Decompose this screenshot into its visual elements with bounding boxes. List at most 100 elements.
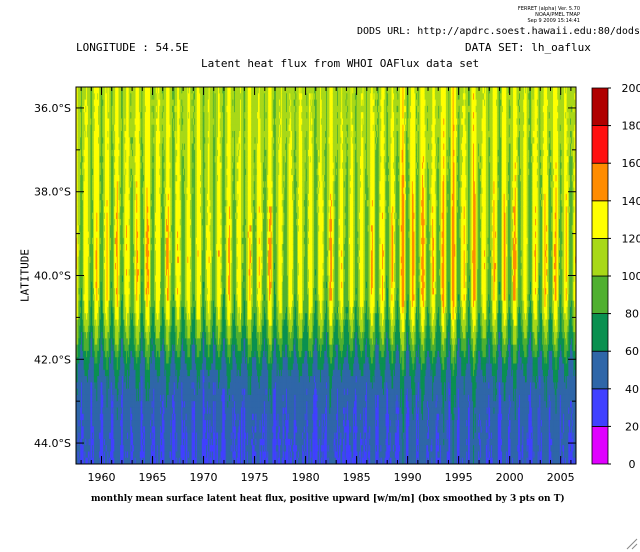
heatmap-cell	[80, 218, 82, 226]
heatmap-cell	[107, 105, 109, 113]
heatmap-cell	[93, 388, 95, 396]
heatmap-cell	[110, 118, 112, 126]
heatmap-cell	[87, 420, 90, 427]
heatmap-cell	[96, 445, 98, 453]
heatmap-cell	[101, 319, 103, 327]
heatmap-cell	[93, 451, 96, 459]
heatmap-cell	[87, 187, 89, 195]
heatmap-cell	[98, 218, 100, 226]
heatmap-cell	[94, 350, 97, 358]
heatmap-cell	[110, 344, 112, 352]
heatmap-cell	[90, 376, 92, 383]
heatmap-cell	[94, 457, 97, 464]
heatmap-cell	[76, 187, 79, 195]
heatmap-cell	[77, 438, 80, 446]
heatmap-cell	[87, 124, 90, 132]
heatmap-cell	[90, 256, 92, 264]
heatmap-cell	[115, 281, 117, 289]
heatmap-cell	[103, 112, 105, 120]
heatmap-cell	[98, 162, 100, 170]
heatmap-cell	[83, 193, 86, 201]
heatmap-cell	[83, 112, 86, 120]
heatmap-cell	[86, 382, 88, 390]
heatmap-cell	[109, 200, 111, 207]
heatmap-cell	[103, 445, 105, 453]
heatmap-cell	[81, 350, 84, 358]
heatmap-cell	[100, 300, 103, 308]
heatmap-cell	[86, 319, 88, 327]
heatmap-cell	[95, 156, 98, 163]
heatmap-cell	[94, 376, 97, 383]
heatmap-cell	[108, 212, 110, 220]
heatmap-cell	[79, 162, 81, 170]
heatmap-cell	[105, 451, 108, 459]
heatmap-cell	[76, 451, 78, 459]
heatmap-cell	[98, 143, 100, 151]
heatmap-cell	[82, 231, 85, 239]
heatmap-cell	[105, 156, 108, 163]
heatmap-cell	[83, 401, 86, 409]
heatmap-cell	[98, 394, 101, 402]
heatmap-cell	[113, 269, 115, 277]
heatmap-cell	[96, 313, 98, 321]
heatmap-cell	[93, 313, 95, 321]
heatmap-cell	[98, 156, 100, 163]
heatmap-cell	[85, 325, 87, 333]
heatmap-cell	[76, 275, 78, 283]
heatmap-cell	[79, 112, 81, 120]
heatmap-cell	[110, 413, 113, 421]
heatmap-cell	[93, 87, 96, 94]
heatmap-cell	[92, 457, 94, 464]
heatmap-cell	[112, 206, 115, 214]
heatmap-cell	[81, 168, 84, 176]
heatmap-cell	[115, 130, 117, 138]
heatmap-cell	[104, 105, 106, 113]
heatmap-cell	[99, 237, 102, 245]
heatmap-cell	[91, 357, 93, 365]
heatmap-cell	[101, 332, 103, 339]
heatmap-cell	[108, 130, 110, 138]
heatmap-cell	[104, 451, 106, 459]
heatmap-cell	[104, 162, 106, 170]
heatmap-cell	[77, 338, 80, 346]
heatmap-cell	[107, 432, 109, 440]
heatmap-cell	[95, 457, 98, 464]
heatmap-cell	[80, 420, 82, 427]
heatmap-cell	[92, 288, 94, 295]
heatmap-cell	[112, 332, 115, 339]
heatmap-cell	[113, 332, 115, 339]
heatmap-cell	[90, 93, 92, 101]
heatmap-cell	[98, 87, 100, 94]
heatmap-cell	[83, 168, 86, 176]
heatmap-cell	[78, 256, 80, 264]
heatmap-cell	[80, 388, 82, 396]
heatmap-cell	[81, 420, 83, 427]
heatmap-cell	[82, 401, 85, 409]
heatmap-cell	[94, 281, 97, 289]
heatmap-cell	[99, 137, 102, 145]
heatmap-cell	[83, 244, 86, 251]
heatmap-cell	[95, 99, 98, 107]
heatmap-cell	[88, 212, 91, 220]
heatmap-cell	[91, 143, 93, 151]
heatmap-cell	[78, 181, 80, 189]
heatmap-cell	[78, 438, 80, 446]
heatmap-cell	[113, 363, 115, 371]
heatmap-cell	[115, 206, 117, 214]
heatmap-cell	[104, 212, 106, 220]
heatmap-cell	[101, 168, 103, 176]
heatmap-cell	[105, 124, 108, 132]
heatmap-cell	[102, 281, 104, 289]
heatmap-cell	[77, 382, 80, 390]
heatmap-cell	[103, 212, 105, 220]
heatmap-cell	[89, 338, 92, 346]
heatmap-cell	[87, 156, 89, 163]
heatmap-cell	[95, 319, 98, 327]
heatmap-cell	[98, 225, 101, 233]
heatmap-cell	[104, 407, 107, 415]
heatmap-cell	[109, 445, 111, 453]
heatmap-cell	[84, 99, 86, 107]
heatmap-cell	[82, 168, 85, 176]
heatmap-cell	[78, 382, 80, 390]
heatmap-cell	[100, 332, 103, 339]
